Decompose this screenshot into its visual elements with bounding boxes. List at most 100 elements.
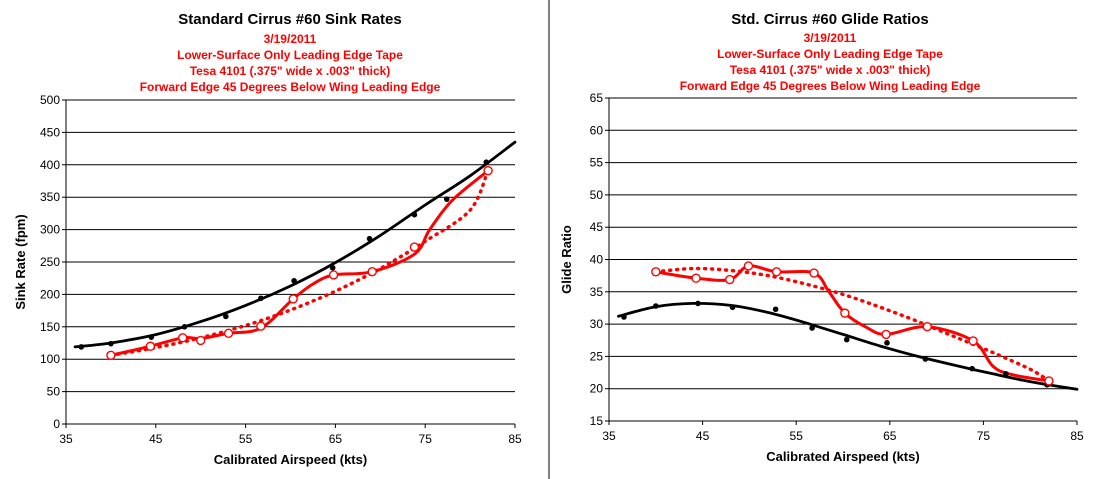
chart-subtitle: Forward Edge 45 Degrees Below Wing Leadi… <box>140 80 441 94</box>
y-tick-label: 350 <box>40 190 60 204</box>
series-line-trendline <box>73 140 517 349</box>
x-tick-label: 65 <box>329 432 343 446</box>
x-axis-label: Calibrated Airspeed (kts) <box>766 449 919 464</box>
y-tick-label: 20 <box>590 382 604 396</box>
x-axis-label: Calibrated Airspeed (kts) <box>214 452 367 467</box>
y-tick-label: 30 <box>590 317 604 331</box>
series-line-smoothed <box>109 169 490 357</box>
y-tick-label: 35 <box>590 285 604 299</box>
chart-2: Std. Cirrus #60 Glide Ratios 3/19/2011 Low… <box>559 11 1084 464</box>
data-point <box>691 273 701 283</box>
data-point <box>771 267 782 277</box>
data-point <box>258 295 264 302</box>
data-point <box>695 300 701 307</box>
chart-subtitle: Tesa 4101 (.375" wide x .003" thick) <box>730 63 931 77</box>
data-point <box>651 267 661 277</box>
data-point <box>729 304 736 311</box>
y-tick-label: 0 <box>53 417 60 431</box>
data-point <box>922 321 932 332</box>
data-point <box>809 325 815 331</box>
y-tick-label: 300 <box>40 223 60 237</box>
data-point <box>329 265 336 271</box>
chart-subtitle: Lower-Surface Only Leading Edge Tape <box>177 48 403 62</box>
data-point <box>223 328 234 338</box>
y-axis-label: Sink Rate (fpm) <box>13 214 28 309</box>
y-axis-label: Glide Ratio <box>559 225 574 294</box>
data-point <box>366 235 373 242</box>
data-point <box>328 270 339 280</box>
chart-subtitle: Forward Edge 45 Degrees Below Wing Leadi… <box>680 79 981 93</box>
data-point <box>725 274 735 285</box>
data-point <box>922 356 929 362</box>
data-point <box>843 336 850 343</box>
data-point <box>288 294 298 304</box>
y-tick-label: 60 <box>590 123 604 137</box>
data-point <box>969 365 975 372</box>
data-point <box>968 336 978 346</box>
data-point <box>223 313 229 320</box>
chart-subtitle: 3/19/2011 <box>804 31 857 45</box>
x-tick-label: 55 <box>239 432 253 446</box>
data-point <box>195 335 206 346</box>
data-point <box>621 314 627 320</box>
data-point <box>256 321 266 331</box>
y-tick-label: 40 <box>590 253 604 267</box>
data-point <box>1003 371 1009 377</box>
data-point <box>78 344 85 350</box>
data-point <box>884 340 890 346</box>
data-point <box>840 308 850 318</box>
y-tick-label: 500 <box>40 93 60 107</box>
chart-subtitle: Tesa 4101 (.375" wide x .003" thick) <box>190 64 391 78</box>
data-point <box>743 261 754 271</box>
x-tick-label: 75 <box>977 429 991 443</box>
x-tick-label: 85 <box>1070 429 1084 443</box>
y-tick-label: 25 <box>590 349 604 363</box>
x-tick-label: 35 <box>59 432 73 446</box>
y-tick-label: 200 <box>40 287 60 301</box>
chart-title: Standard Cirrus #60 Sink Rates <box>178 11 401 28</box>
series-line-dotted <box>109 168 490 358</box>
x-tick-label: 55 <box>790 429 804 443</box>
data-point <box>411 211 418 218</box>
chart-subtitle: 3/19/2011 <box>264 32 317 46</box>
data-point <box>367 267 377 277</box>
y-tick-label: 100 <box>40 352 60 366</box>
y-tick-label: 55 <box>590 156 604 170</box>
y-tick-label: 65 <box>590 91 604 105</box>
y-tick-label: 15 <box>590 414 604 428</box>
y-tick-label: 45 <box>590 220 604 234</box>
data-point <box>145 341 156 351</box>
y-tick-label: 400 <box>40 158 60 172</box>
data-point <box>881 329 891 340</box>
x-tick-label: 45 <box>149 432 163 446</box>
data-point <box>1044 376 1054 386</box>
data-point <box>443 196 450 202</box>
data-point <box>483 165 493 176</box>
chart-1: Standard Cirrus #60 Sink Rates 3/19/2011 L… <box>13 11 522 467</box>
data-point <box>809 268 819 278</box>
x-tick-label: 75 <box>419 432 433 446</box>
x-tick-label: 85 <box>508 432 522 446</box>
data-point <box>178 333 188 343</box>
series-line-smoothed <box>654 264 1051 383</box>
chart-title: Std. Cirrus #60 Glide Ratios <box>731 11 929 28</box>
data-point <box>772 306 779 313</box>
y-tick-label: 150 <box>40 320 60 334</box>
y-tick-label: 450 <box>40 125 60 139</box>
x-tick-label: 65 <box>883 429 897 443</box>
data-point <box>106 350 116 361</box>
x-tick-label: 45 <box>696 429 710 443</box>
data-point <box>148 334 155 340</box>
data-point <box>483 159 490 166</box>
data-point <box>409 242 420 252</box>
y-tick-label: 50 <box>47 385 61 399</box>
data-point <box>108 340 114 347</box>
data-point <box>181 324 188 330</box>
y-tick-label: 250 <box>40 255 60 269</box>
chart-subtitle: Lower-Surface Only Leading Edge Tape <box>717 47 943 61</box>
series-line-dotted <box>654 266 1051 383</box>
y-tick-label: 50 <box>590 188 604 202</box>
series-line-trendline <box>617 301 1079 391</box>
data-point <box>291 277 297 284</box>
